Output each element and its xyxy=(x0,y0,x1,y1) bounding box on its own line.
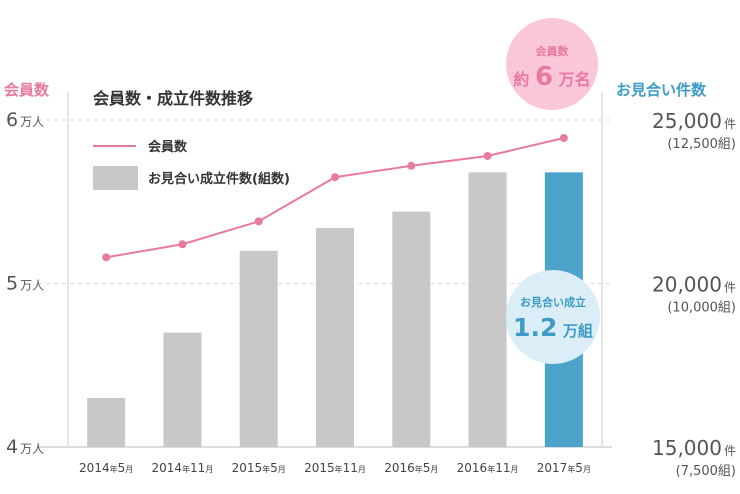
x-tick-month: 5 xyxy=(118,461,126,475)
x-tick-year: 2015 xyxy=(232,461,263,475)
right-tick-number: 15,000 xyxy=(652,436,722,460)
line-series xyxy=(102,133,568,262)
left-tick-label: 4 万人 xyxy=(6,436,44,458)
matches-callout-suffix: 万組 xyxy=(562,322,593,340)
legend: 会員数 お見合い成立件数(組数) xyxy=(93,139,290,190)
right-tick-sublabel: (7,500組) xyxy=(676,464,736,479)
line-point xyxy=(178,240,187,249)
left-tick-number: 5 xyxy=(6,273,18,295)
x-tick-tsuki: 月 xyxy=(510,465,518,474)
x-tick-label: 2017年5月 xyxy=(537,461,591,475)
right-tick-label: 15,000 件 xyxy=(652,436,736,460)
chart-title: 会員数・成立件数推移 xyxy=(93,89,253,108)
right-tick-number: 25,000 xyxy=(652,109,722,133)
bar xyxy=(316,227,354,447)
right-tick-number: 20,000 xyxy=(652,273,722,297)
left-tick-number: 4 xyxy=(6,436,18,458)
x-tick-nen: 年 xyxy=(415,464,423,474)
x-tick-year: 2014 xyxy=(152,461,183,475)
x-tick-year: 2016 xyxy=(384,461,415,475)
left-tick-unit: 万人 xyxy=(20,442,44,456)
left-tick-number: 6 xyxy=(6,109,18,131)
members-callout-value: 約 6 万名 xyxy=(513,62,590,92)
left-axis-ticks: 6 万人5 万人4 万人 xyxy=(6,109,44,458)
x-axis-labels: 2014年5月 2014年11月 2015年5月 2015年11月 2016年5月 201… xyxy=(79,461,591,475)
right-tick-unit: 件 xyxy=(724,117,736,131)
x-tick-year: 2015 xyxy=(304,461,335,475)
x-tick-label: 2014年5月 xyxy=(79,461,133,475)
left-tick-label: 5 万人 xyxy=(6,273,44,295)
matches-callout: お見合い成立 1.2 万組 xyxy=(506,270,600,364)
legend-label-members: 会員数 xyxy=(148,139,188,155)
left-axis-title: 会員数 xyxy=(4,81,50,99)
x-tick-year: 2017 xyxy=(537,461,568,475)
x-tick-tsuki: 月 xyxy=(125,465,133,474)
line-point xyxy=(483,151,492,160)
members-callout-prefix: 約 xyxy=(513,70,529,89)
x-tick-month: 5 xyxy=(270,461,278,475)
right-axis-ticks: 25,000 件(12,500組)20,000 件(10,000組)15,000 件(… xyxy=(652,109,736,479)
x-tick-tsuki: 月 xyxy=(278,465,286,474)
right-tick-unit: 件 xyxy=(724,281,736,295)
members-callout: 会員数 約 6 万名 xyxy=(506,18,598,110)
line-point xyxy=(559,133,568,142)
x-tick-month: 11 xyxy=(190,461,205,475)
members-callout-number: 6 xyxy=(535,62,553,92)
members-callout-suffix: 万名 xyxy=(558,70,591,89)
left-tick-unit: 万人 xyxy=(20,115,44,129)
x-tick-tsuki: 月 xyxy=(358,465,366,474)
x-tick-label: 2016年11月 xyxy=(457,461,519,475)
bar xyxy=(163,332,202,447)
line-point xyxy=(407,161,416,170)
bar xyxy=(468,172,507,447)
x-tick-month: 5 xyxy=(575,461,583,475)
x-tick-label: 2016年5月 xyxy=(384,461,438,475)
right-tick-label: 20,000 件 xyxy=(652,273,736,297)
x-tick-nen: 年 xyxy=(567,464,575,474)
x-tick-nen: 年 xyxy=(110,464,118,474)
x-tick-label: 2014年11月 xyxy=(152,461,214,475)
x-tick-month: 11 xyxy=(495,461,510,475)
members-callout-label: 会員数 xyxy=(536,44,570,58)
right-tick-unit: 件 xyxy=(724,444,736,458)
x-tick-nen: 年 xyxy=(335,464,343,474)
matches-callout-number: 1.2 xyxy=(513,313,557,342)
right-tick-sublabel: (12,500組) xyxy=(667,137,736,152)
x-tick-tsuki: 月 xyxy=(583,465,591,474)
line-point xyxy=(331,173,339,182)
x-tick-nen: 年 xyxy=(262,464,270,474)
x-tick-year: 2016 xyxy=(457,461,488,475)
bar-series xyxy=(87,172,583,447)
x-tick-tsuki: 月 xyxy=(205,465,213,474)
bar xyxy=(87,397,126,447)
x-tick-label: 2015年11月 xyxy=(304,461,366,475)
line-point xyxy=(254,217,263,226)
legend-label-matches: お見合い成立件数(組数) xyxy=(148,171,290,187)
line-point xyxy=(102,253,111,262)
x-tick-tsuki: 月 xyxy=(430,465,438,474)
left-tick-unit: 万人 xyxy=(20,279,44,293)
matches-callout-value: 1.2 万組 xyxy=(513,313,593,342)
bar xyxy=(392,211,431,447)
matches-callout-label: お見合い成立 xyxy=(520,295,586,309)
members-callout-bubble xyxy=(506,18,598,110)
bar xyxy=(239,250,278,447)
right-axis-title: お見合い件数 xyxy=(616,81,707,99)
x-tick-month: 11 xyxy=(343,461,358,475)
x-tick-nen: 年 xyxy=(487,464,495,474)
x-tick-month: 5 xyxy=(423,461,431,475)
matches-callout-bubble xyxy=(506,270,600,364)
legend-bar-swatch xyxy=(93,166,138,190)
left-tick-label: 6 万人 xyxy=(6,109,44,131)
right-tick-label: 25,000 件 xyxy=(652,109,736,133)
right-tick-sublabel: (10,000組) xyxy=(667,301,736,316)
x-tick-year: 2014 xyxy=(79,461,110,475)
x-tick-nen: 年 xyxy=(182,464,190,474)
x-tick-label: 2015年5月 xyxy=(232,461,286,475)
